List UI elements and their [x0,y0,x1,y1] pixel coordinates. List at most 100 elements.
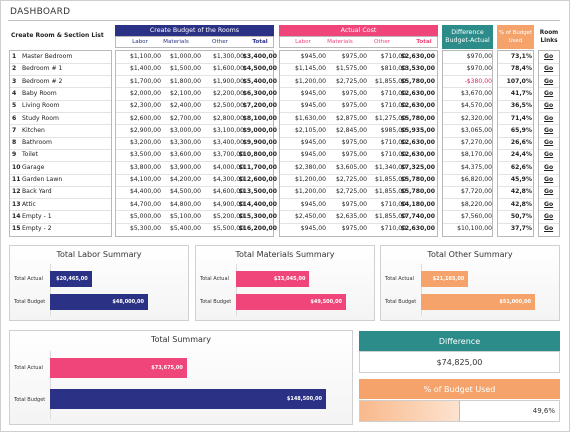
actual-materials: $975,00 [341,89,367,97]
row-separator [539,173,559,175]
row-separator [280,87,437,89]
table-row: 4 Baby Room $2,000,00 $2,100,00 $2,200,00 $6,… [9,88,560,100]
materials-actual-value: $33,045,00 [273,276,306,282]
room-name: Bedroom # 2 [22,77,63,85]
row-number: 12 [12,188,21,196]
budget-labor-subheader: Labor [132,39,148,45]
room-link-go[interactable]: Go [544,188,554,196]
row-separator [498,99,533,101]
budget-labor: $3,800,00 [129,163,161,171]
room-link-go[interactable]: Go [544,53,554,60]
room-link-go[interactable]: Go [544,176,554,183]
total-actual-label: Total Actual [14,365,43,371]
room-link-go[interactable]: Go [544,102,554,110]
actual-labor: $945,00 [300,102,326,110]
budget-other: $4,900,00 [212,200,244,208]
labor-budget-bar: $48,000,00 [50,294,148,310]
budget-total: $12,600,00 [238,176,277,183]
table-row: 3 Bedroom # 2 $1,700,00 $1,800,00 $1,900,00 $… [9,76,560,88]
actual-materials: $2,725,00 [335,188,367,196]
row-separator [539,185,559,187]
room-link-go[interactable]: Go [544,114,554,122]
row-separator [443,173,492,175]
budget-materials: $5,400,00 [169,225,201,233]
room-list-header: Create Room & Section List [11,32,104,39]
room-link-go[interactable]: Go [544,89,554,97]
budget-materials: $2,100,00 [169,89,201,97]
row-separator [116,161,273,163]
actual-materials: $3,605,00 [335,163,367,171]
percent-used: 37,7% [510,225,532,233]
row-separator [443,210,492,212]
difference-value: $7,720,00 [460,188,492,196]
actual-labor: $1,145,00 [294,65,326,73]
row-separator [539,87,559,89]
budget-total: $9,000,00 [242,126,277,134]
budget-other: $3,700,00 [212,151,244,159]
difference-value: $8,170,00 [460,151,492,159]
other-budget-bar: $51,000,00 [421,294,535,310]
row-number: 2 [12,65,17,73]
labor-budget-value: $48,000,00 [112,299,144,305]
other-axis [421,264,422,316]
row-separator [539,112,559,113]
budget-used-divider [459,401,460,421]
actual-materials: $2,845,00 [335,126,367,134]
actual-total: $2,630,00 [400,102,435,110]
row-separator [116,185,273,187]
room-column-box [9,50,112,237]
actual-total: $5,780,00 [400,77,435,85]
row-separator [539,222,559,224]
budget-other: $1,300,00 [212,53,244,60]
actual-labor: $1,630,00 [294,114,326,122]
materials-actual-label: Total Actual [200,276,229,282]
row-separator [539,75,559,77]
materials-summary-panel: Total Materials Summary Total Actual Tot… [195,245,375,321]
row-separator [10,112,111,113]
row-separator [443,62,492,64]
row-number: 13 [12,200,21,208]
budget-other: $5,200,00 [212,212,244,220]
row-separator [539,148,559,150]
row-separator [10,210,111,212]
actual-labor: $2,105,00 [294,126,326,134]
budget-subheader-row [115,36,274,48]
actual-total: $2,630,00 [400,89,435,97]
budget-labor: $4,100,00 [129,176,161,183]
budget-materials: $3,900,00 [169,163,201,171]
title-divider [8,20,560,21]
budget-labor: $3,200,00 [129,139,161,147]
room-link-go[interactable]: Go [544,163,554,171]
budget-total: $11,700,00 [238,163,277,171]
row-separator [443,148,492,150]
room-link-go[interactable]: Go [544,212,554,220]
actual-other: $1,275,00 [374,114,406,122]
room-link-go[interactable]: Go [544,126,554,134]
actual-column-box [279,50,438,237]
actual-other: $710,00 [380,200,406,208]
room-link-go[interactable]: Go [544,225,554,233]
row-separator [443,136,492,138]
difference-value: $7,560,00 [460,212,492,220]
row-separator [498,136,533,138]
page-title: DASHBOARD [10,7,71,17]
row-separator [116,112,273,113]
actual-total-subheader: Total [416,39,432,45]
room-link-go[interactable]: Go [544,65,554,73]
percent-used: 42,8% [510,200,532,208]
room-link-go[interactable]: Go [544,200,554,208]
table-row: 9 Toilet $3,500,00 $3,600,00 $3,700,00 $10,80… [9,149,560,161]
budget-other: $4,000,00 [212,163,244,171]
row-separator [443,222,492,224]
other-actual-bar: $21,165,00 [421,271,469,287]
room-link-go[interactable]: Go [544,77,554,85]
links-header: Room Links [539,30,559,44]
budget-labor: $1,400,00 [129,65,161,73]
room-link-go[interactable]: Go [544,139,554,147]
row-separator [280,198,437,200]
room-link-go[interactable]: Go [544,151,554,159]
room-name: Attic [22,200,36,208]
room-name: Garage [22,163,45,171]
actual-other: $710,00 [380,53,406,60]
row-separator [116,62,273,64]
